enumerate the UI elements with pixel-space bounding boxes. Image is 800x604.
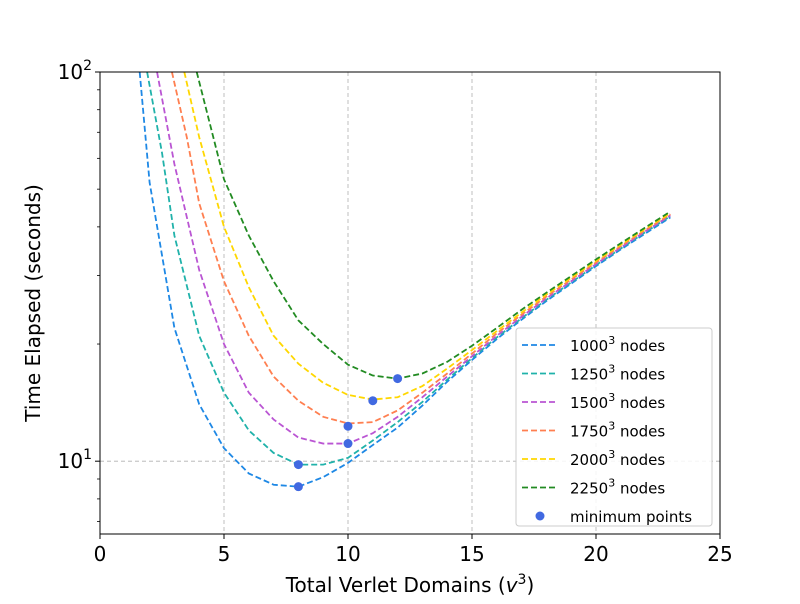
x-tick-label: 15 bbox=[459, 542, 484, 566]
legend-label-1000: 10003 nodes bbox=[570, 334, 665, 355]
series-line-2250 bbox=[195, 72, 671, 380]
minimum-point-marker bbox=[293, 482, 303, 492]
legend-label-1500: 15003 nodes bbox=[570, 391, 665, 412]
x-tick-label: 20 bbox=[583, 542, 608, 566]
series-line-1750 bbox=[171, 72, 671, 425]
legend-label-2250: 22503 nodes bbox=[570, 477, 665, 498]
x-axis-label: Total Verlet Domains (v3) bbox=[285, 572, 535, 597]
x-tick-label: 5 bbox=[218, 542, 231, 566]
minimum-point-marker bbox=[343, 439, 353, 449]
legend: 10003 nodes 12503 nodes 15003 nodes 17503 n… bbox=[515, 327, 713, 527]
minimum-point-marker bbox=[343, 421, 353, 431]
legend-label-1250: 12503 nodes bbox=[570, 363, 665, 384]
y-axis-label: Time Elapsed (seconds) bbox=[21, 184, 45, 423]
y-tick-label: 102 bbox=[58, 58, 92, 84]
series-line-2000 bbox=[183, 72, 671, 401]
series-line-1000 bbox=[138, 72, 671, 488]
x-axis-ticks: 0 5 10 15 20 25 bbox=[94, 534, 733, 566]
x-tick-label: 0 bbox=[94, 542, 107, 566]
x-tick-label: 25 bbox=[707, 542, 732, 566]
legend-swatch-minimum bbox=[535, 511, 545, 521]
legend-label-minimum: minimum points bbox=[570, 508, 692, 526]
minimum-markers bbox=[293, 374, 403, 492]
minimum-point-marker bbox=[393, 374, 403, 384]
minimum-point-marker bbox=[368, 396, 378, 406]
legend-frame bbox=[515, 327, 713, 527]
plot-frame bbox=[99, 71, 721, 535]
series-line-1500 bbox=[156, 72, 671, 445]
y-axis-ticks: 101 102 bbox=[58, 58, 100, 522]
series-line-1250 bbox=[146, 72, 671, 466]
legend-label-1750: 17503 nodes bbox=[570, 420, 665, 441]
x-tick-label: 10 bbox=[335, 542, 360, 566]
series-lines bbox=[138, 72, 671, 488]
minimum-point-marker bbox=[293, 460, 303, 470]
legend-label-2000: 20003 nodes bbox=[570, 448, 665, 469]
y-tick-label: 101 bbox=[58, 447, 92, 473]
